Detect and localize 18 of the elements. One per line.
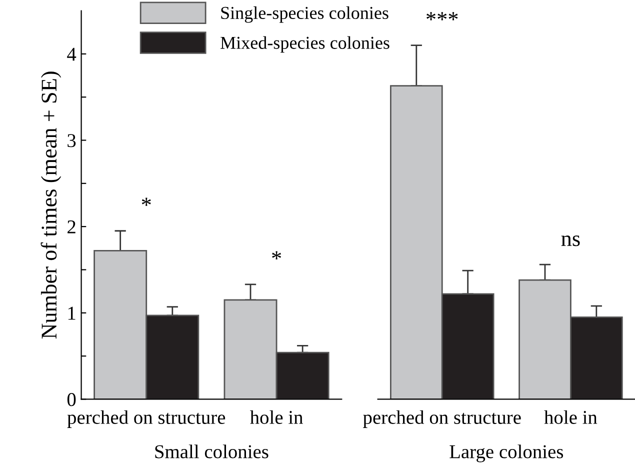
text: *** [426, 12, 458, 20]
legend-label: Single-species colonies [221, 6, 388, 23]
y-tick-label: 0 [67, 393, 76, 406]
y-tick-label: 2 [68, 220, 76, 234]
y-tick-label: 4 [67, 48, 76, 61]
annotation: * [272, 251, 282, 260]
x-tick-label: perched on structure [363, 410, 521, 428]
x-tick-label: hole in [544, 410, 598, 424]
y-tick-label: 3 [68, 134, 76, 148]
y-tick-label: 1 [68, 306, 76, 320]
y-axis-title: Number of times (mean + SE) [40, 72, 62, 339]
x-axis-title: Small colonies [155, 444, 268, 458]
annotation: ns [561, 235, 580, 246]
legend-label: Mixed-species colonies [220, 36, 390, 53]
x-axis-title: Large colonies [450, 444, 564, 462]
annotation: * [142, 198, 151, 206]
x-tick-label: perched on structure [67, 410, 226, 428]
x-tick-label: hole in [250, 410, 303, 424]
